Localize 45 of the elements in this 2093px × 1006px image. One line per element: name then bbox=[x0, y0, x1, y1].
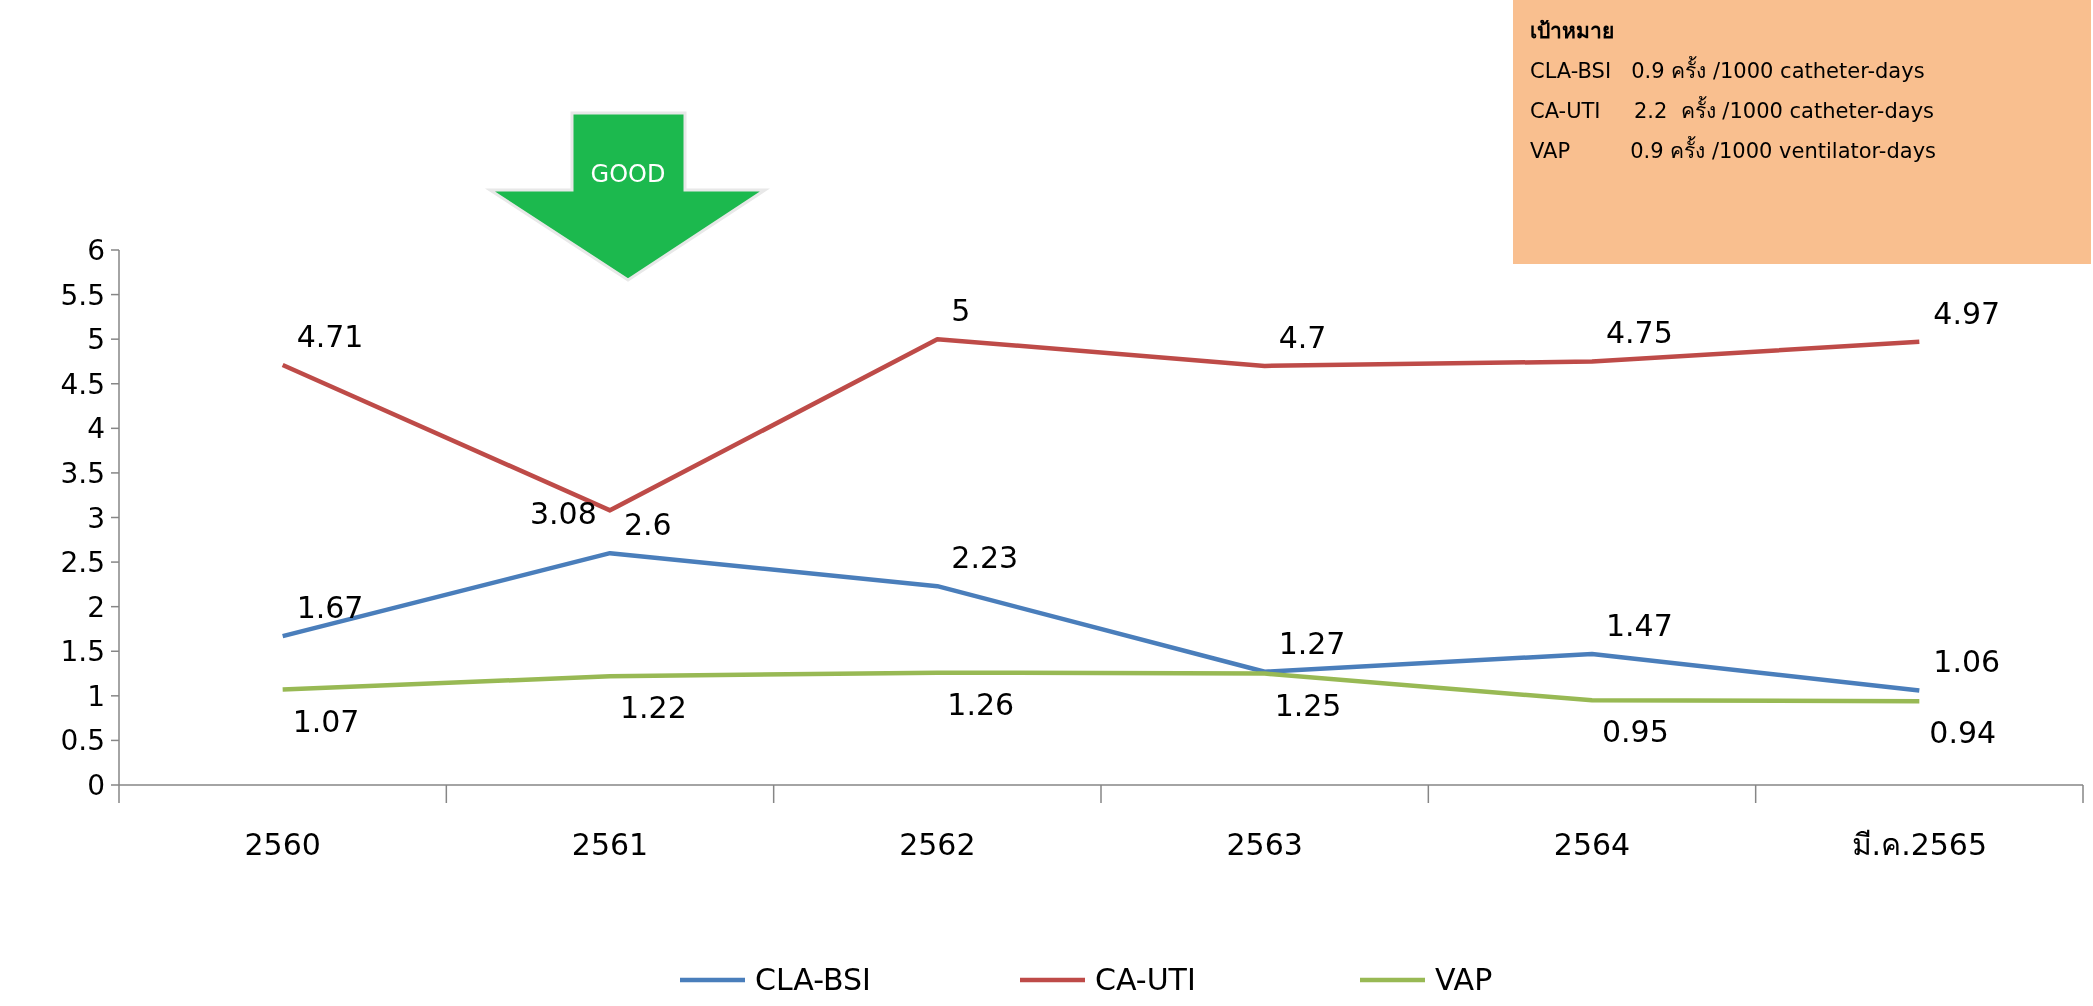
text: CLA-BSI 0.9 ครั้ง /1000 catheter-days bbox=[1530, 56, 1925, 83]
y-tick-label: 0.5 bbox=[60, 724, 105, 758]
data-label: 2.23 bbox=[951, 540, 1019, 576]
legend-label: CA-UTI bbox=[1095, 962, 1196, 997]
x-tick-label: มี.ค.2565 bbox=[1851, 827, 1988, 862]
data-label: 1.25 bbox=[1274, 687, 1342, 723]
data-label: 1.22 bbox=[620, 690, 687, 726]
x-tick-label: 2562 bbox=[899, 827, 976, 862]
data-label: 0.94 bbox=[1929, 715, 1997, 751]
legend-label: CLA-BSI bbox=[755, 962, 871, 997]
text: CA-UTI 2.2 ครั้ง /1000 catheter-days bbox=[1530, 96, 1934, 123]
y-tick-label: 1.5 bbox=[60, 635, 105, 669]
y-tick-label: 6 bbox=[87, 234, 105, 267]
text: VAP 0.9 ครั้ง /1000 ventilator-days bbox=[1530, 136, 1937, 163]
text: GOOD bbox=[590, 160, 666, 188]
data-label: 1.26 bbox=[947, 686, 1015, 722]
x-tick-label: 2564 bbox=[1553, 827, 1631, 862]
data-label: 4.7 bbox=[1278, 319, 1327, 355]
x-tick-label: 2560 bbox=[244, 827, 321, 862]
y-tick-label: 4.5 bbox=[60, 367, 105, 401]
y-tick-label: 0 bbox=[87, 769, 105, 802]
data-label: 1.67 bbox=[296, 590, 364, 626]
data-label: 4.71 bbox=[296, 319, 364, 355]
x-tick-label: 2561 bbox=[571, 827, 649, 862]
data-label: 0.95 bbox=[1602, 714, 1669, 750]
data-label: 5 bbox=[951, 293, 971, 329]
data-label: 4.75 bbox=[1606, 315, 1673, 351]
data-label: 1.06 bbox=[1933, 644, 2001, 680]
data-label: 1.07 bbox=[292, 703, 360, 739]
y-tick-label: 1 bbox=[87, 679, 105, 713]
y-tick-label: 4 bbox=[87, 412, 105, 446]
legend-label: VAP bbox=[1435, 962, 1493, 997]
x-tick-label: 2563 bbox=[1226, 827, 1303, 862]
y-tick-label: 3.5 bbox=[60, 456, 105, 490]
data-label: 2.6 bbox=[624, 507, 672, 543]
y-tick-label: 5 bbox=[87, 323, 105, 357]
data-label: 1.27 bbox=[1278, 625, 1346, 661]
y-tick-label: 3 bbox=[87, 501, 105, 535]
y-tick-label: 2 bbox=[87, 590, 105, 624]
data-label: 4.97 bbox=[1933, 295, 2001, 331]
y-tick-label: 2.5 bbox=[60, 546, 105, 580]
y-tick-label: 5.5 bbox=[60, 278, 105, 312]
text: เป้าหมาย bbox=[1530, 19, 1614, 43]
data-label: 3.08 bbox=[530, 496, 597, 532]
data-label: 1.47 bbox=[1606, 607, 1673, 643]
